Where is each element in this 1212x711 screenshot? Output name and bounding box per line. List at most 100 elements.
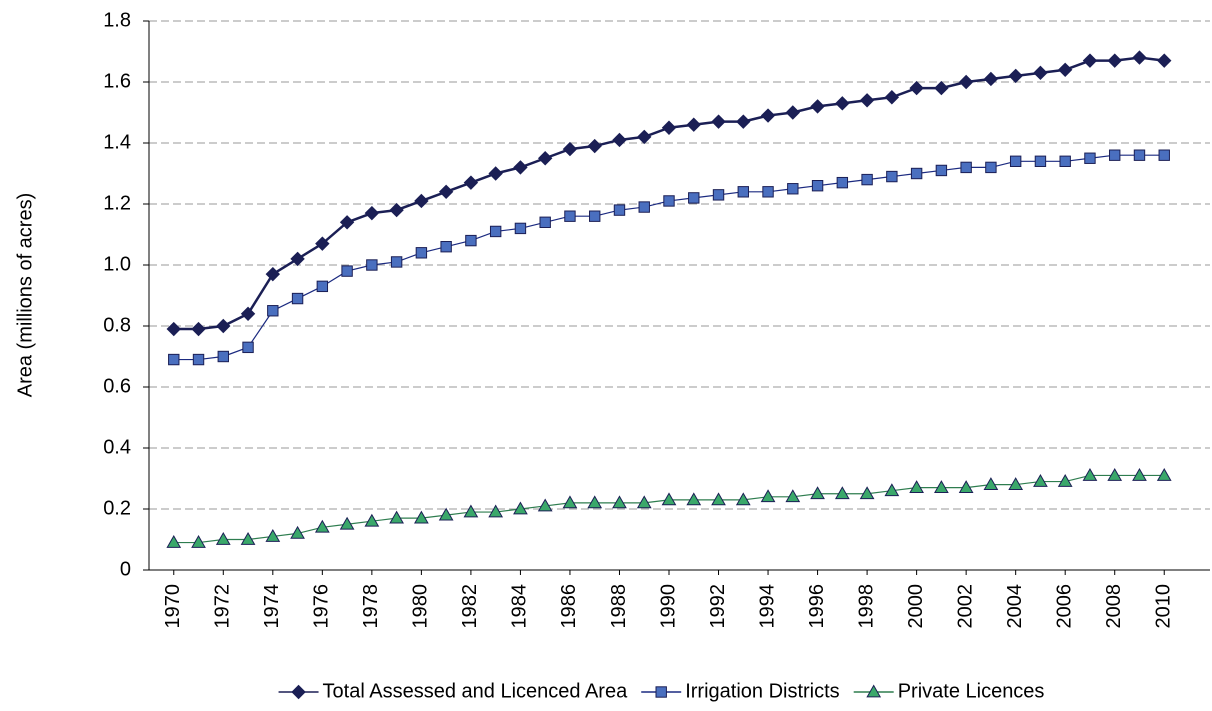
data-point <box>1157 53 1172 68</box>
data-point <box>859 486 875 500</box>
data-point <box>909 480 924 494</box>
data-point <box>983 71 999 87</box>
data-point <box>589 210 601 222</box>
data-point <box>364 205 380 221</box>
x-tick-label: 1990 <box>657 584 679 629</box>
data-point <box>414 510 429 524</box>
data-point <box>389 510 404 524</box>
y-axis-label: Area (millions of acres) <box>14 193 36 398</box>
y-tick-label: 1.4 <box>103 131 131 153</box>
data-point <box>637 129 652 145</box>
data-point <box>339 215 355 230</box>
x-tick-label: 1980 <box>410 584 432 629</box>
y-tick-label: 1.0 <box>103 253 131 275</box>
data-point <box>564 210 576 222</box>
data-point <box>1033 474 1048 487</box>
data-point <box>488 166 503 181</box>
legend-label: Irrigation Districts <box>685 680 839 702</box>
data-point <box>1107 53 1122 68</box>
data-point <box>1057 474 1073 487</box>
data-point <box>736 114 751 129</box>
data-point <box>934 80 949 96</box>
data-point <box>711 492 726 506</box>
data-point <box>463 175 479 190</box>
data-point <box>711 114 726 129</box>
data-point <box>612 495 627 509</box>
x-tick-label: 2008 <box>1103 584 1125 629</box>
data-point <box>315 236 330 251</box>
legend-item: Total Assessed and Licenced Area <box>278 680 629 702</box>
x-tick-label: 2006 <box>1053 584 1075 629</box>
data-point <box>1158 149 1170 161</box>
data-point <box>861 173 873 186</box>
marker <box>655 686 667 698</box>
data-point <box>539 216 551 229</box>
x-tick-label: 1974 <box>261 584 283 629</box>
data-point <box>859 93 875 108</box>
data-point <box>1008 477 1024 490</box>
data-point <box>787 183 799 195</box>
y-tick-label: 0.4 <box>103 436 131 458</box>
data-point <box>663 195 675 207</box>
data-point <box>810 99 825 114</box>
data-point <box>785 489 801 503</box>
data-point <box>1033 65 1048 81</box>
x-tick-label: 1972 <box>212 584 234 629</box>
data-point <box>489 225 502 238</box>
data-point <box>488 504 504 518</box>
x-tick-label: 2000 <box>905 584 927 629</box>
data-point <box>364 513 380 527</box>
y-tick-label: 0.8 <box>103 314 131 336</box>
data-point <box>415 247 428 259</box>
legend-item: Private Licences <box>853 680 1044 702</box>
data-point <box>240 306 256 322</box>
data-point <box>983 477 999 490</box>
data-point <box>686 492 702 506</box>
data-point <box>958 74 974 90</box>
data-point <box>688 192 700 204</box>
data-point <box>513 160 528 175</box>
data-point <box>735 492 751 506</box>
data-point <box>513 501 528 515</box>
data-point <box>316 280 329 293</box>
data-point <box>192 353 205 366</box>
data-point <box>414 193 429 209</box>
data-point <box>438 184 454 200</box>
data-point <box>811 180 824 192</box>
y-tick-label: 0.2 <box>103 497 131 519</box>
x-tick-label: 1996 <box>806 584 828 629</box>
data-point <box>1008 68 1023 84</box>
data-point <box>267 305 279 317</box>
data-point <box>265 528 281 542</box>
data-point <box>661 120 677 135</box>
data-point <box>166 321 181 337</box>
data-point <box>1133 149 1146 161</box>
data-point <box>291 292 304 305</box>
legend-label: Total Assessed and Licenced Area <box>323 680 629 702</box>
data-point <box>934 480 949 494</box>
data-point <box>909 80 924 96</box>
data-point <box>910 167 923 180</box>
data-point <box>290 525 305 539</box>
data-point <box>985 161 997 174</box>
data-point <box>537 151 553 166</box>
legend: Total Assessed and Licenced Area Irrigati… <box>278 680 1044 702</box>
data-point <box>438 507 454 521</box>
data-point <box>1009 155 1022 168</box>
data-point <box>1057 62 1073 78</box>
data-point <box>958 480 974 494</box>
data-point <box>1084 152 1096 164</box>
x-tick-label: 1976 <box>311 584 333 629</box>
data-point <box>1132 467 1147 481</box>
data-point <box>562 495 578 509</box>
data-point <box>587 495 603 509</box>
x-tick-label: 2002 <box>954 584 976 629</box>
data-point <box>762 186 774 198</box>
data-point <box>166 535 182 548</box>
data-point <box>389 202 404 218</box>
data-point <box>240 531 256 545</box>
data-point <box>463 504 479 518</box>
x-tick-label: 1970 <box>162 584 184 629</box>
data-point <box>960 161 972 174</box>
